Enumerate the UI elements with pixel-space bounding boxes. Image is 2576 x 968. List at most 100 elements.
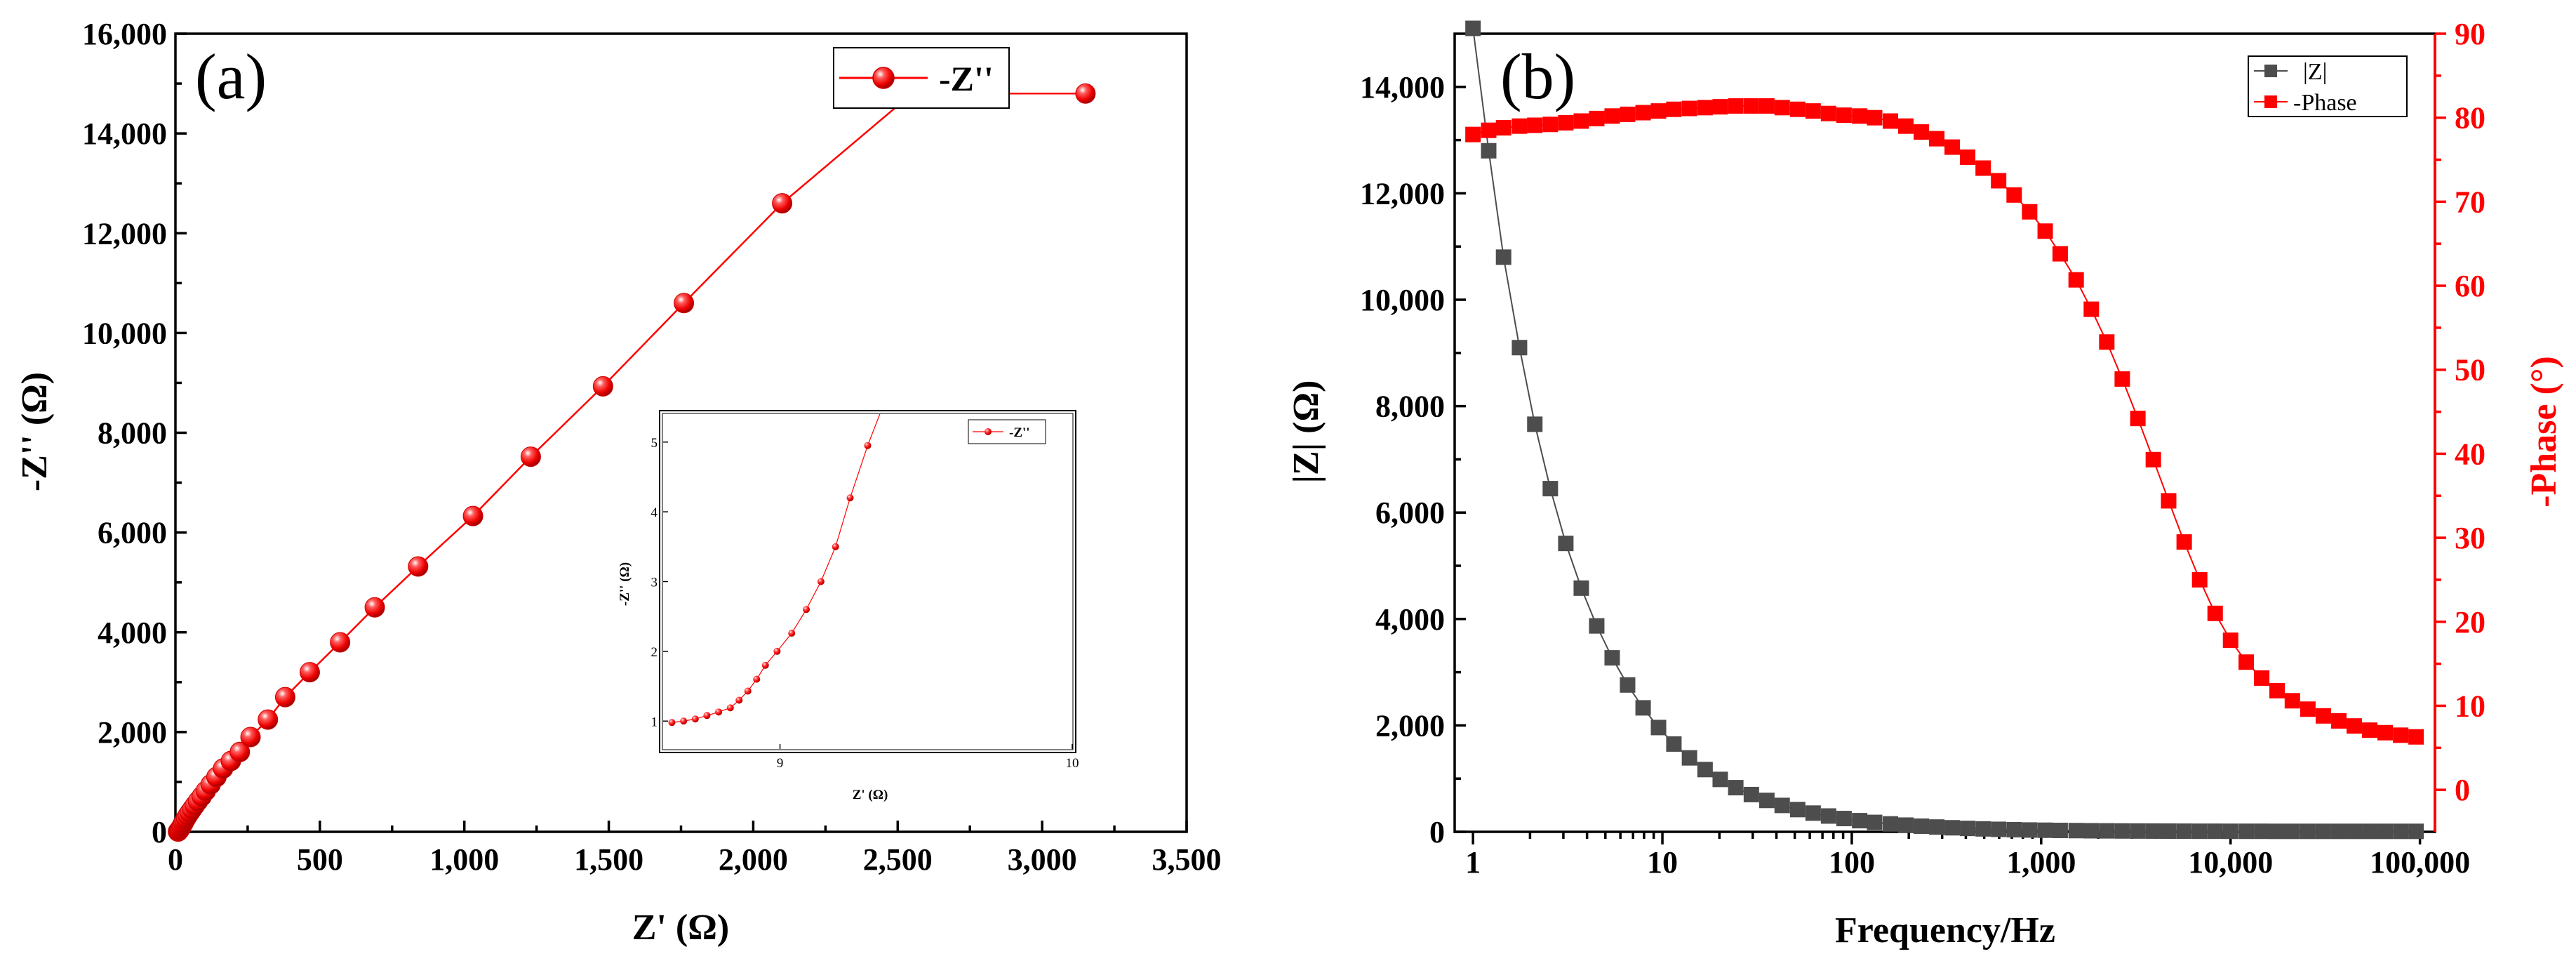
panel-a-x-axis-label: Z' (Ω) [632,908,729,948]
b-phase-point [2099,334,2115,350]
a-x-tick-label: 500 [297,842,343,877]
b-phase-point [2176,534,2192,550]
inset-y-tick-label: 1 [651,715,658,729]
a-data-point [299,662,320,683]
inset-data-point [668,719,676,727]
b-phase-point [1635,105,1651,121]
b-modulus-point [1697,762,1713,778]
inset-y-tick-label: 2 [651,645,658,660]
panel-b-x-axis-label: Frequency/Hz [1835,910,2055,950]
panel-b-phase-points [1465,98,2424,745]
b-phase-point [1883,113,1899,129]
b-phase-point [2254,670,2270,686]
b-modulus-point [1620,677,1636,693]
a-data-point [330,632,351,653]
b-modulus-point [1481,142,1497,159]
b-y2-tick-label: 60 [2455,269,2485,303]
b-phase-point [2145,451,2161,468]
b-modulus-point [2161,823,2177,840]
inset-x-tick-label: 10 [1066,756,1079,771]
panel-a-legend: -Z'' [833,47,1010,109]
b-modulus-point [1743,786,1759,802]
b-phase-point [1774,100,1790,116]
inset-data-point [715,708,723,716]
a-x-tick-label: 1,500 [574,842,643,877]
b-modulus-point [2022,822,2038,838]
b-modulus-point [2331,823,2347,840]
b-modulus-point [1511,340,1528,356]
inset-data-point [902,355,909,362]
b-y-tick-label: 14,000 [1360,70,1445,105]
b-phase-point [2006,187,2022,203]
a-y-tick-label: 4,000 [98,616,167,650]
panel-b-legend-modulus-marker [2264,65,2277,77]
a-y-tick-label: 16,000 [82,17,167,51]
b-modulus-point [2315,823,2331,840]
b-x-tick-label: 1,000 [2006,845,2076,880]
inset-inner-frame [662,413,1074,750]
b-modulus-point [2269,823,2285,840]
inset-series-points [668,355,909,727]
b-phase-point [2393,727,2409,743]
b-phase-point [1481,122,1497,138]
b-phase-point [2315,708,2331,724]
b-modulus-point [1929,819,1945,835]
b-x-tick-label: 10 [1647,845,1678,880]
b-modulus-point [1666,736,1682,752]
b-modulus-point [2362,823,2378,840]
panel-a-axes: 02,0004,0006,0008,00010,00012,00014,0001… [82,17,1222,877]
b-y2-tick-label: 0 [2455,773,2470,807]
inset-legend: -Z'' [968,419,1046,444]
panel-a-y-axis-label: -Z'' (Ω) [15,372,55,491]
b-modulus-point [2099,823,2115,839]
b-y-tick-label: 2,000 [1375,708,1445,743]
b-modulus-point [2300,823,2316,840]
inset-data-point [726,704,734,712]
b-phase-point [1820,105,1836,121]
b-phase-point [2130,411,2146,427]
b-modulus-point [1789,802,1806,818]
b-phase-point [1929,131,1945,147]
b-modulus-point [1650,720,1667,736]
panel-b-legend-phase-label: -Phase [2293,90,2357,116]
b-modulus-point [2347,823,2363,840]
b-modulus-point [2408,823,2424,840]
b-phase-point [1604,108,1620,124]
inset-data-point [744,687,752,695]
b-phase-point [1589,110,1605,126]
b-phase-point [1759,98,1775,114]
a-y-tick-label: 6,000 [98,516,167,550]
panel-a-legend-marker [872,67,895,89]
a-data-point [229,741,251,762]
b-phase-point [1712,99,1728,115]
b-y-tick-label: 6,000 [1375,496,1445,530]
b-modulus-point [1852,813,1868,829]
b-phase-point [1465,126,1481,142]
panel-b-y2-axis-label: -Phase (°) [2524,356,2564,508]
b-phase-point [1914,124,1930,140]
b-phase-point [2408,729,2424,745]
a-x-tick-label: 1,000 [429,842,499,877]
inset-data-point [691,715,699,723]
panel-b-legend: |Z| -Phase [2248,55,2408,117]
b-phase-point [2377,724,2394,741]
inset-x-tick-label: 9 [777,756,784,771]
b-modulus-point [2083,823,2100,839]
b-modulus-point [1944,820,1961,836]
b-modulus-point [1820,808,1836,824]
inset-x-axis-label: Z' (Ω) [853,788,888,802]
b-modulus-point [2130,823,2146,839]
b-modulus-point [2377,823,2394,840]
b-x-tick-label: 100 [1829,845,1875,880]
a-data-point [240,727,261,748]
inset-data-point [761,661,769,669]
b-y2-tick-label: 10 [2455,689,2485,723]
b-phase-point [1511,118,1528,134]
b-y2-tick-label: 20 [2455,605,2485,639]
a-data-point [364,597,385,618]
b-phase-point [1867,110,1883,126]
b-y2-tick-label: 70 [2455,185,2485,219]
b-y2-tick-label: 30 [2455,521,2485,555]
panel-a-label: (a) [195,41,267,112]
